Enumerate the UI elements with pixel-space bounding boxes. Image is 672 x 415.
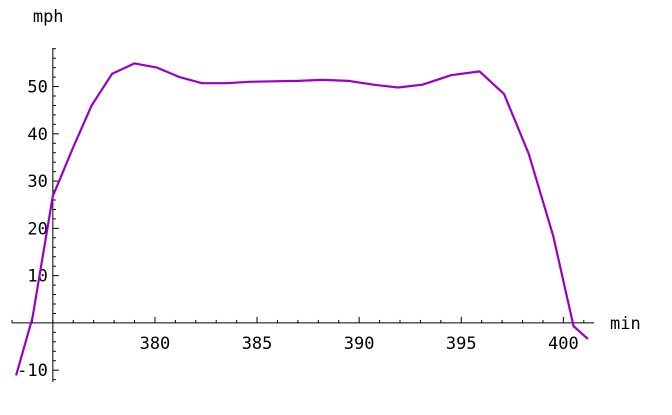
- y-axis-label: mph: [33, 7, 64, 27]
- x-tick-label: 390: [344, 334, 375, 354]
- x-ticks: 380 385 390 395 400: [140, 316, 579, 354]
- x-tick-label: 400: [548, 334, 579, 354]
- x-axis-label: min: [610, 314, 641, 334]
- y-ticks: -10 10 20 30 40 50: [17, 78, 59, 381]
- y-tick-label: 50: [27, 78, 47, 98]
- axes: [12, 48, 594, 382]
- y-tick-label: -10: [17, 361, 48, 381]
- x-tick-label: 380: [140, 334, 171, 354]
- minor-ticks: [11, 48, 585, 381]
- series-line-0: [15, 62, 589, 376]
- y-tick-label: 20: [27, 219, 47, 239]
- series-group: [15, 62, 589, 376]
- x-tick-label: 395: [446, 334, 477, 354]
- y-tick-label: 30: [27, 172, 47, 192]
- y-tick-label: 10: [27, 267, 47, 287]
- y-tick-label: 40: [27, 125, 47, 145]
- x-tick-label: 385: [242, 334, 273, 354]
